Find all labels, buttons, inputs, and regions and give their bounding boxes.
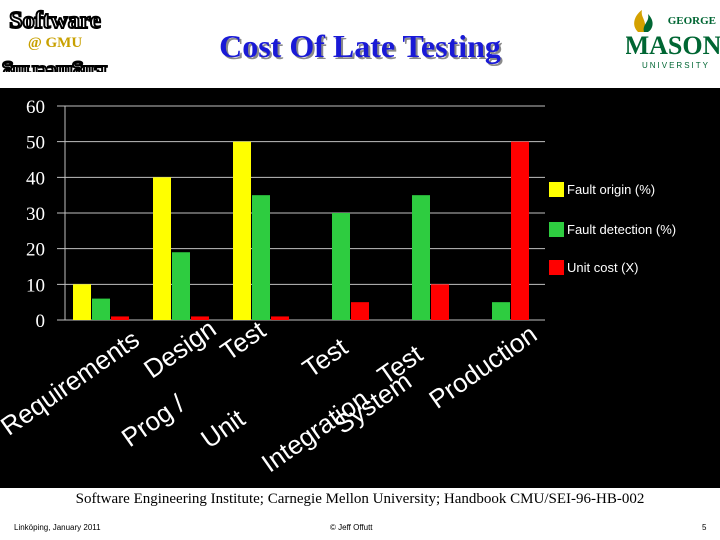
category-label-1-1: Prog / bbox=[116, 388, 191, 453]
footer-author: © Jeff Offutt bbox=[330, 523, 373, 532]
footer-location-date: Linköping, January 2011 bbox=[14, 523, 101, 532]
george-mason-logo: GEORGE MASON UNIVERSITY bbox=[626, 10, 720, 70]
bar-2-1 bbox=[191, 316, 209, 320]
bar-0-1 bbox=[153, 177, 171, 320]
bar-2-2 bbox=[271, 316, 289, 320]
logo-left-line3: Engineering bbox=[3, 61, 107, 72]
category-label-1-0: Design bbox=[138, 313, 222, 384]
bar-1-5 bbox=[492, 302, 510, 320]
bar-2-3 bbox=[351, 302, 369, 320]
logo-left-line1: Software bbox=[9, 8, 101, 34]
legend-swatch-0 bbox=[549, 182, 564, 197]
y-tick-label-0: 0 bbox=[36, 311, 46, 332]
logo-right-line2: MASON bbox=[626, 31, 720, 60]
legend-label-0: Fault origin (%) bbox=[567, 182, 655, 197]
logo-right-line3: UNIVERSITY bbox=[642, 61, 710, 70]
category-label-2-1: Unit bbox=[195, 403, 251, 455]
bar-2-0 bbox=[111, 316, 129, 320]
slide-header: Software @ GMU Engineering Cost Of Late … bbox=[0, 0, 720, 90]
bar-1-4 bbox=[412, 195, 430, 320]
logo-flame-icon bbox=[634, 10, 646, 32]
y-tick-label-60: 60 bbox=[26, 97, 45, 118]
bar-0-2 bbox=[233, 141, 251, 320]
source-citation: Software Engineering Institute; Carnegie… bbox=[75, 491, 645, 507]
logo-left-line2: @ GMU bbox=[28, 35, 83, 51]
cost-chart: 0 10 20 30 40 50 60 Fault origin (%) Fault detec… bbox=[0, 97, 676, 478]
bar-1-0 bbox=[92, 298, 110, 320]
legend-swatch-2 bbox=[549, 260, 564, 275]
page-title: Cost Of Late Testing bbox=[219, 28, 501, 64]
category-label-3-0: Test bbox=[297, 331, 354, 383]
software-engineering-gmu-logo: Software @ GMU Engineering bbox=[2, 7, 108, 72]
category-label-2-0: Test bbox=[215, 314, 272, 366]
y-tick-label-10: 10 bbox=[26, 275, 45, 296]
bar-1-1 bbox=[172, 252, 190, 320]
footer-page-number: 5 bbox=[702, 523, 707, 532]
legend-label-1: Fault detection (%) bbox=[567, 222, 676, 237]
bar-2-5 bbox=[511, 141, 529, 320]
bar-2-4 bbox=[431, 284, 449, 320]
chart-panel bbox=[0, 88, 720, 488]
bar-1-2 bbox=[252, 195, 270, 320]
legend-swatch-1 bbox=[549, 222, 564, 237]
legend-label-2: Unit cost (X) bbox=[567, 260, 639, 275]
logo-right-line1: GEORGE bbox=[668, 15, 716, 27]
bar-1-3 bbox=[332, 213, 350, 320]
y-tick-label-30: 30 bbox=[26, 204, 45, 225]
category-label-5-0: Production bbox=[423, 319, 542, 415]
y-tick-label-20: 20 bbox=[26, 240, 45, 261]
y-tick-label-40: 40 bbox=[26, 168, 45, 189]
y-tick-label-50: 50 bbox=[26, 133, 45, 154]
bar-0-0 bbox=[73, 284, 91, 320]
